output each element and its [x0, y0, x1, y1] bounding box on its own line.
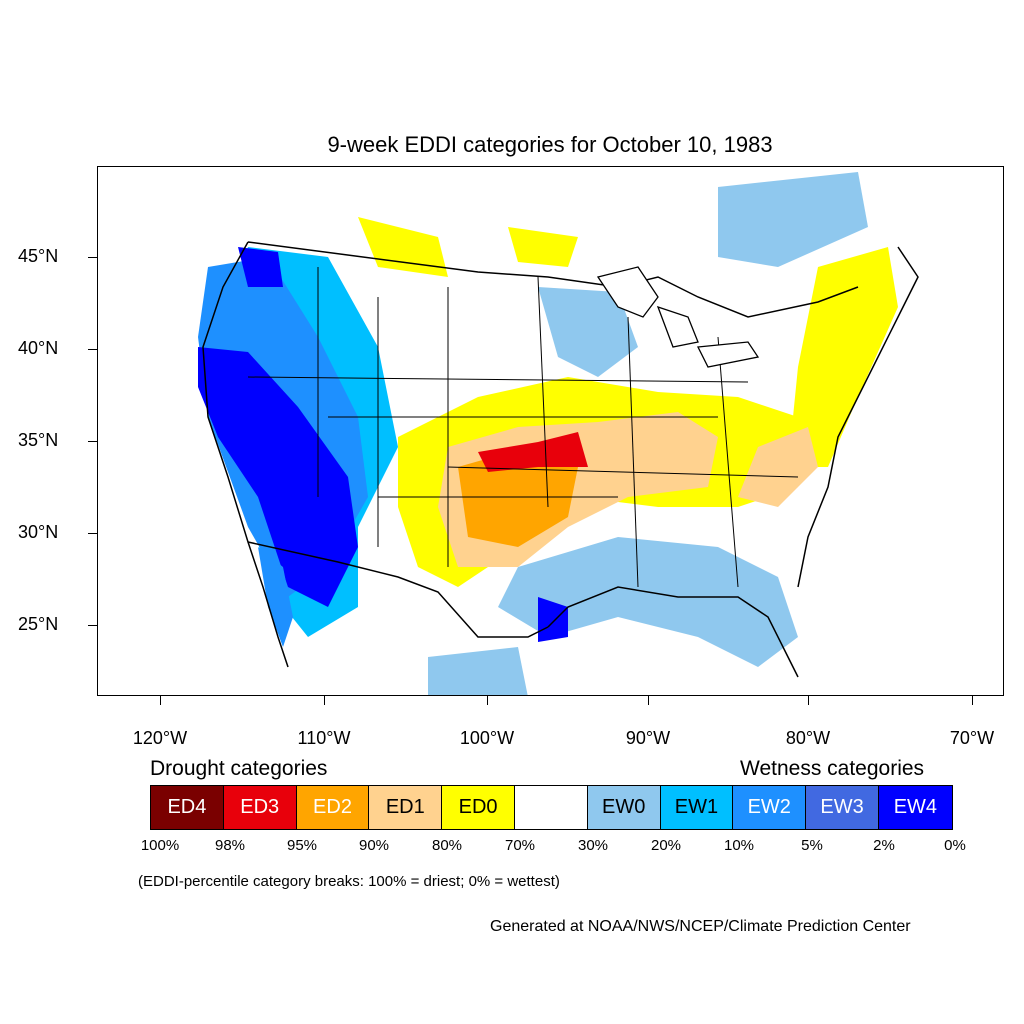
percentile-label: 70% [504, 837, 536, 854]
lon-label-120: 120°W [132, 728, 188, 748]
lon-tick-110 [324, 696, 325, 705]
east-coastline [797, 246, 919, 588]
lon-label-70: 70°W [949, 728, 995, 748]
state-lines [247, 267, 799, 588]
dry-region-ed3 [478, 432, 588, 472]
percentile-label: 10% [723, 837, 755, 854]
dry-region-southeast-ed1 [738, 427, 818, 507]
lon-tick-90 [648, 696, 649, 705]
credit-text: Generated at NOAA/NWS/NCEP/Climate Predi… [490, 918, 911, 935]
legend-cell-ew0: EW0 [587, 786, 661, 829]
lat-tick-45 [88, 257, 97, 258]
percentile-label: 95% [286, 837, 318, 854]
legend-color-bar: ED4 ED3 ED2 ED1 ED0 EW0 EW1 EW2 EW3 EW4 [150, 785, 953, 830]
legend-cell-ed4: ED4 [151, 786, 224, 829]
percentile-label: 0% [944, 837, 966, 854]
percentile-label: 2% [873, 837, 895, 854]
lat-label-40: 40°N [18, 338, 59, 358]
eddi-map-canvas [198, 172, 919, 695]
lon-label-110: 110°W [297, 728, 351, 748]
percentile-label: 30% [577, 837, 609, 854]
lon-label-100: 100°W [459, 728, 515, 748]
lat-tick-30 [88, 533, 97, 534]
us-canada-border [247, 241, 859, 318]
wet-region-great-lakes [538, 287, 638, 377]
lat-label-35: 35°N [18, 430, 59, 450]
lon-tick-120 [160, 696, 161, 705]
wet-region-gulf-ew0 [498, 537, 798, 667]
lon-label-80: 80°W [785, 728, 831, 748]
percentile-label: 80% [431, 837, 463, 854]
percentile-label: 20% [650, 837, 682, 854]
map-title: 9-week EDDI categories for October 10, 1… [327, 132, 773, 157]
wet-region-baja [258, 547, 293, 647]
us-mexico-border [247, 541, 549, 638]
lat-label-25: 25°N [18, 614, 59, 634]
legend-cell-ew4: EW4 [878, 786, 952, 829]
lat-label-45: 45°N [18, 246, 59, 266]
lat-tick-35 [88, 441, 97, 442]
percentile-label: 90% [358, 837, 390, 854]
legend-cell-ed1: ED1 [369, 786, 443, 829]
percentile-label: 98% [214, 837, 246, 854]
eddi-map [97, 166, 1004, 696]
wetness-categories-heading: Wetness categories [740, 757, 925, 780]
gulf-coastline [547, 586, 799, 678]
lat-label-30: 30°N [18, 522, 59, 542]
west-coastline [202, 241, 289, 668]
legend-cell-ew3: EW3 [806, 786, 879, 829]
wet-region-texas-coast [538, 597, 568, 642]
lon-tick-100 [487, 696, 488, 705]
legend-cell-ew2: EW2 [733, 786, 807, 829]
legend-cell-ed0: ED0 [442, 786, 515, 829]
lon-label-90: 90°W [625, 728, 671, 748]
wet-region-west-ew4 [198, 347, 358, 607]
legend-cell-ed2: ED2 [296, 786, 370, 829]
legend-cell-ed3: ED3 [223, 786, 297, 829]
great-lakes [596, 266, 760, 368]
lon-tick-70 [972, 696, 973, 705]
percentile-label: 100% [140, 837, 180, 854]
wet-region-canada-ew0 [718, 172, 868, 267]
drought-categories-heading: Drought categories [150, 757, 328, 780]
wet-region-nw-ew4 [238, 247, 283, 287]
category-breaks-note: (EDDI-percentile category breaks: 100% =… [138, 873, 560, 890]
wet-region-mexico-ew0 [428, 647, 528, 695]
lat-tick-25 [88, 625, 97, 626]
percentile-label: 5% [801, 837, 823, 854]
dry-region-canada2-ed0 [508, 227, 578, 267]
legend-cell-ew1: EW1 [660, 786, 734, 829]
lat-tick-40 [88, 349, 97, 350]
lon-tick-80 [808, 696, 809, 705]
legend-cell-neutral [514, 786, 588, 829]
dry-region-canada-ed0 [358, 217, 448, 277]
